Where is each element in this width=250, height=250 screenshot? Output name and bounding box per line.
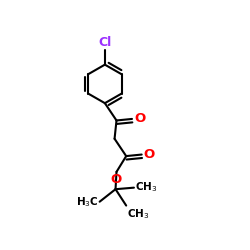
Text: H$_3$C: H$_3$C [76, 196, 98, 209]
Text: O: O [144, 148, 155, 161]
Text: Cl: Cl [98, 36, 112, 50]
Text: CH$_3$: CH$_3$ [135, 180, 158, 194]
Text: O: O [110, 173, 121, 186]
Text: O: O [134, 112, 145, 125]
Text: CH$_3$: CH$_3$ [127, 207, 150, 220]
